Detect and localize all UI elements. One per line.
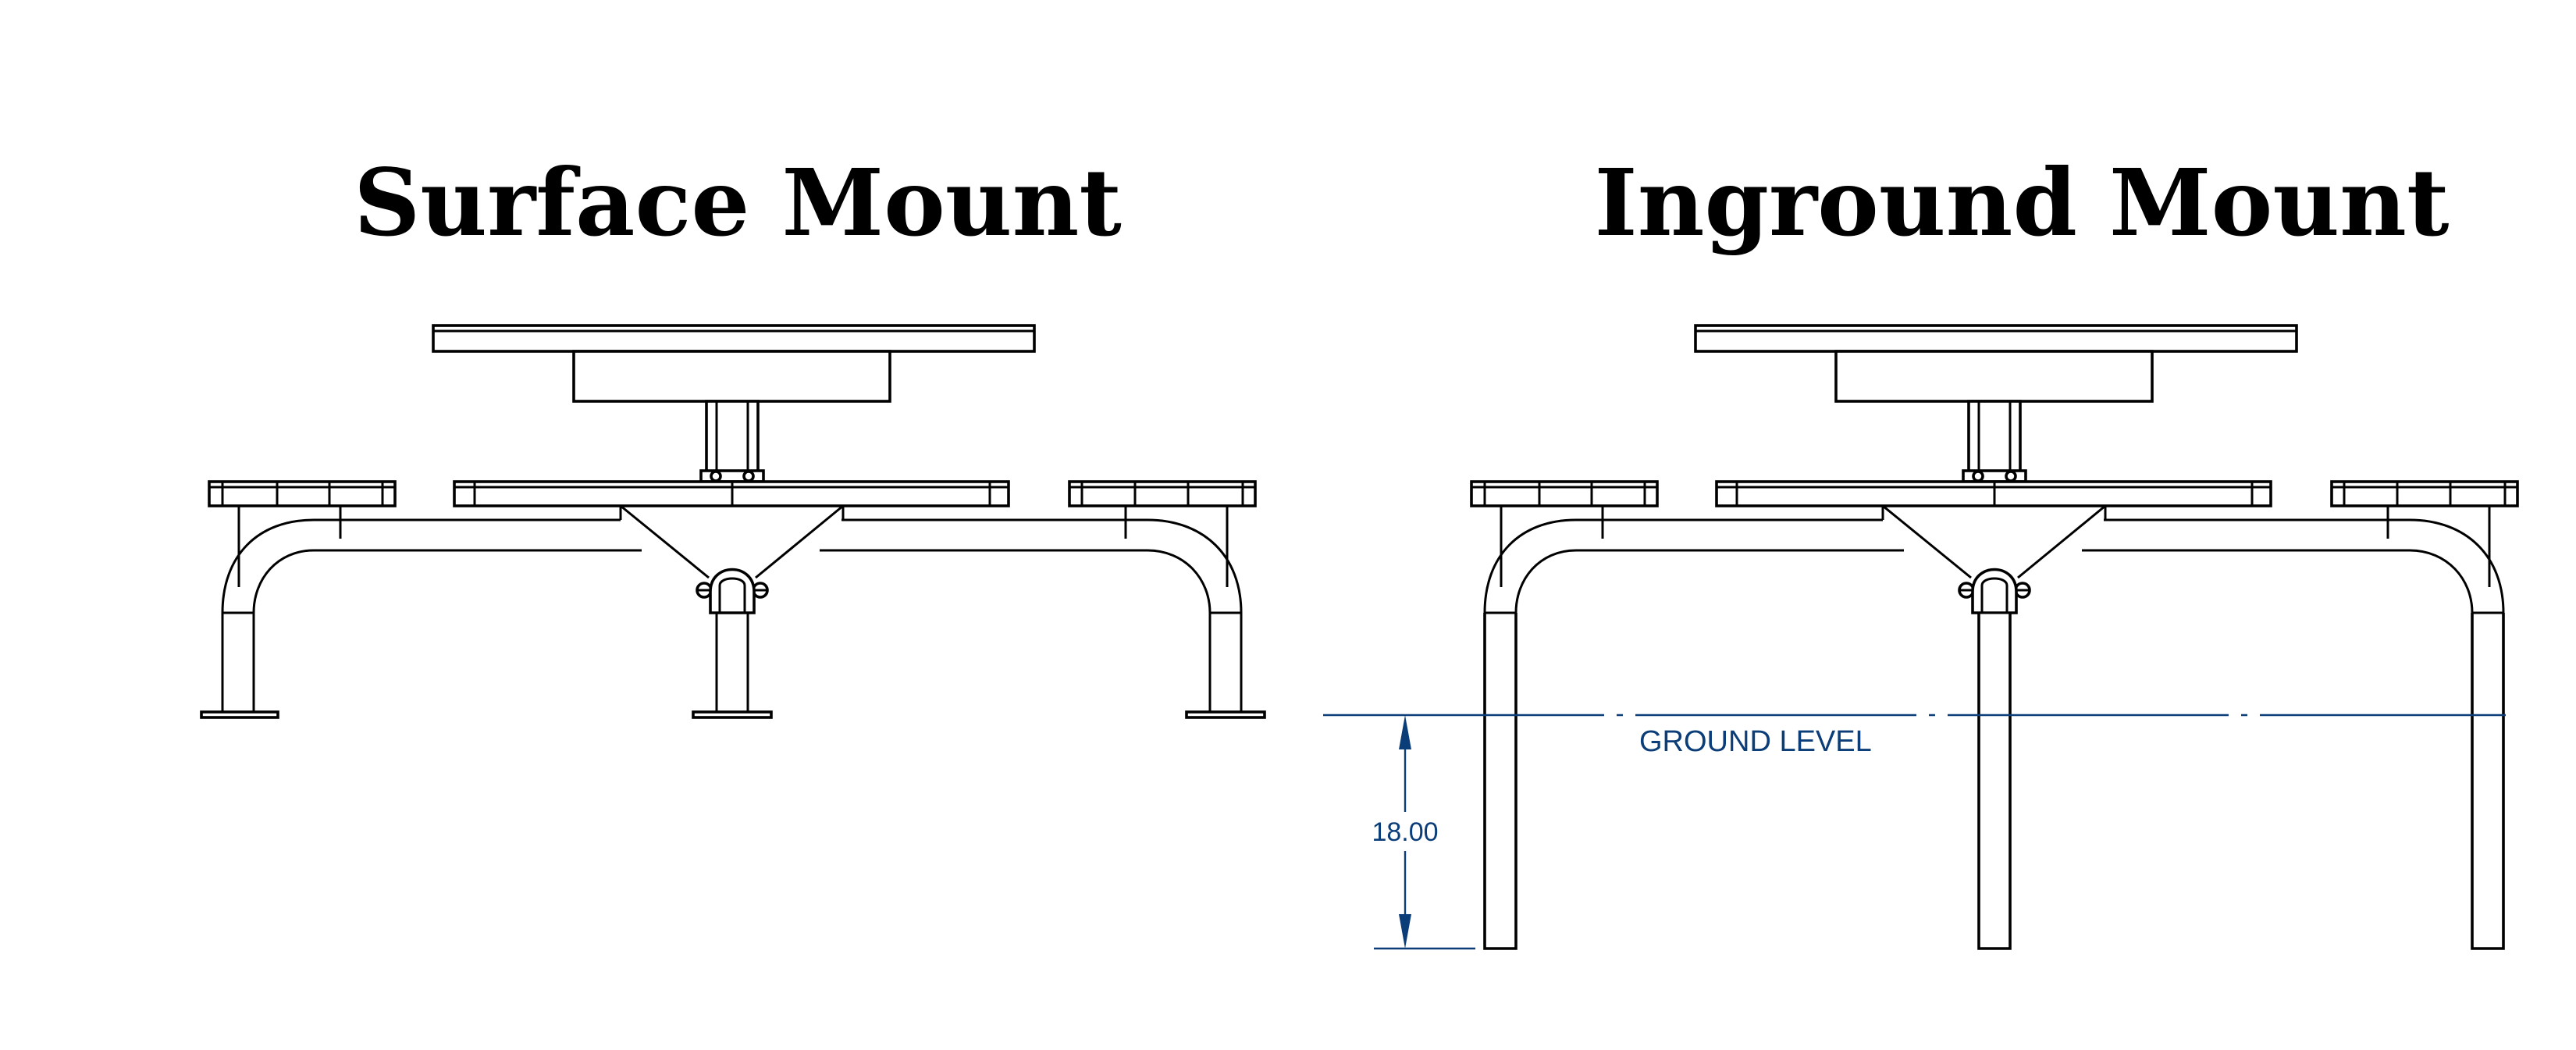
surface-mount-title: Surface Mount: [354, 148, 1122, 257]
inground-mount-drawing: [1470, 324, 2519, 950]
surface-mount-drawing: [200, 324, 1266, 719]
inground-mount-title: Inground Mount: [1594, 148, 2450, 257]
ground-level-label: GROUND LEVEL: [1639, 725, 1872, 758]
depth-dimension-label: 18.00: [1372, 817, 1438, 847]
